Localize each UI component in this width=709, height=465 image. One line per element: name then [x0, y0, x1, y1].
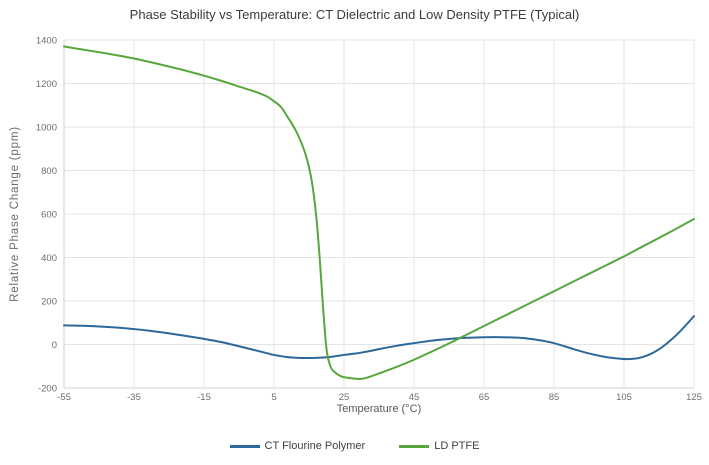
x-tick-label: 125	[686, 392, 702, 403]
legend-swatch-ct-flourine-polymer	[229, 444, 260, 448]
x-tick-label: -15	[197, 392, 211, 403]
x-axis-title: Temperature (°C)	[336, 403, 422, 415]
y-tick-label: 1000	[36, 122, 57, 133]
y-tick-label: 1400	[36, 35, 57, 46]
y-tick-label: 1200	[36, 79, 57, 90]
y-axis-title: Relative Phase Change (ppm)	[9, 126, 21, 302]
x-tick-label: 25	[339, 392, 350, 403]
series-line-ct-flourine-polymer	[63, 315, 695, 361]
x-tick-label: 45	[409, 392, 420, 403]
y-tick-label: -200	[38, 383, 57, 394]
x-tick-label: 105	[616, 392, 632, 403]
x-tick-label: -55	[57, 392, 71, 403]
legend-item-ct-flourine-polymer: CT Flourine Polymer	[229, 440, 366, 452]
x-tick-label: 65	[479, 392, 490, 403]
y-tick-label: 800	[41, 166, 57, 177]
y-tick-label: 400	[41, 253, 57, 264]
y-tick-label: 0	[52, 340, 57, 351]
x-tick-label: 85	[549, 392, 560, 403]
series-line-ld-ptfe	[63, 45, 695, 380]
y-tick-label: 600	[41, 209, 57, 220]
legend-label-ld-ptfe: LD PTFE	[434, 440, 480, 452]
x-tick-label: 5	[271, 392, 276, 403]
legend-item-ld-ptfe: LD PTFE	[399, 440, 479, 452]
y-tick-label: 200	[41, 296, 57, 307]
x-tick-label: -35	[127, 392, 141, 403]
legend: CT Flourine Polymer LD PTFE	[0, 440, 709, 452]
chart-title: Phase Stability vs Temperature: CT Diele…	[129, 7, 580, 22]
legend-swatch-ld-ptfe	[399, 444, 430, 448]
legend-label-ct-flourine-polymer: CT Flourine Polymer	[264, 440, 366, 452]
